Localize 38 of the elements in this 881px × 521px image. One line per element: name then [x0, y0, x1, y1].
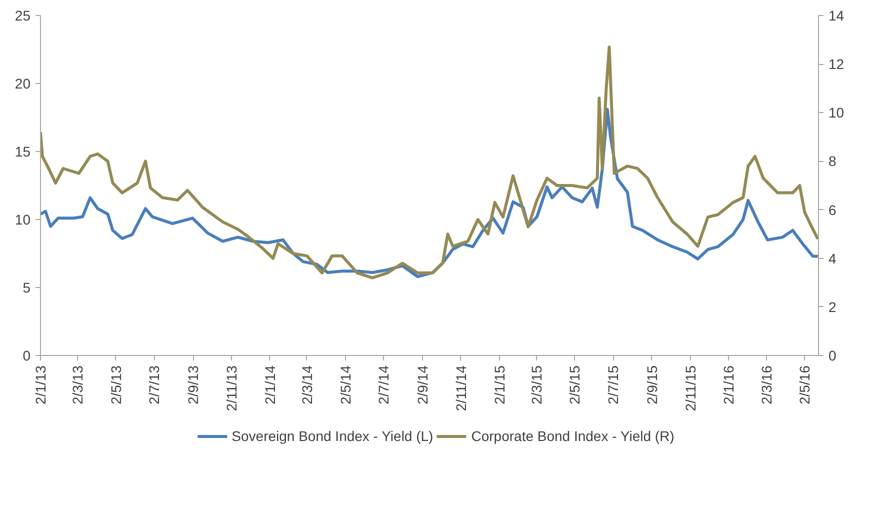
x-tick-label: 2/7/15 [605, 365, 621, 404]
y-tick-label: 15 [14, 144, 31, 160]
y2-tick-label: 10 [828, 104, 844, 121]
y-tick-label: 20 [14, 76, 31, 92]
line-series [40, 46, 818, 280]
x-tick-label: 2/1/15 [491, 365, 508, 404]
x-tick-label: 2/3/15 [528, 365, 544, 404]
y-tick-label: 10 [14, 212, 31, 228]
x-tick-label: 2/1/16 [720, 365, 737, 404]
x-tick-label: 2/11/14 [452, 365, 469, 412]
x-tick-label: 2/3/14 [298, 365, 315, 404]
x-tick-label: 2/5/16 [796, 365, 813, 404]
x-tick-label: 2/11/13 [224, 365, 240, 412]
y2-tick-label: 12 [828, 56, 844, 72]
legend-label: Corporate Bond Index - Yield (R) [471, 428, 674, 444]
y2-tick-label: 14 [828, 8, 844, 24]
x-tick-label: 2/5/14 [337, 365, 354, 404]
x-tick-label: 2/1/14 [262, 365, 278, 404]
y2-tick-label: 4 [828, 250, 836, 266]
legend-label: Sovereign Bond Index - Yield (L) [232, 428, 434, 444]
y2-tick-label: 8 [828, 153, 836, 170]
x-tick-label: 2/7/13 [146, 365, 162, 404]
y-tick-label: 5 [22, 280, 31, 296]
x-tick-label: 2/9/15 [644, 365, 660, 404]
x-tick-label: 2/7/14 [376, 365, 392, 404]
x-tick-label: 2/9/14 [414, 365, 431, 404]
y-tick-label: 0 [22, 348, 31, 364]
x-tick-label: 2/5/15 [566, 365, 583, 404]
y2-tick-label: 2 [828, 298, 836, 315]
y2-tick-label: 6 [828, 202, 836, 218]
x-tick-label: 2/1/13 [32, 365, 48, 404]
y-tick-label: 25 [14, 8, 31, 24]
x-tick-label: 2/11/15 [682, 365, 698, 412]
x-tick-label: 2/9/13 [185, 365, 202, 404]
x-tick-label: 2/5/13 [108, 365, 124, 404]
x-tick-label: 2/3/13 [70, 365, 86, 404]
x-tick-label: 2/3/16 [758, 365, 774, 404]
y2-tick-label: 0 [828, 348, 836, 364]
